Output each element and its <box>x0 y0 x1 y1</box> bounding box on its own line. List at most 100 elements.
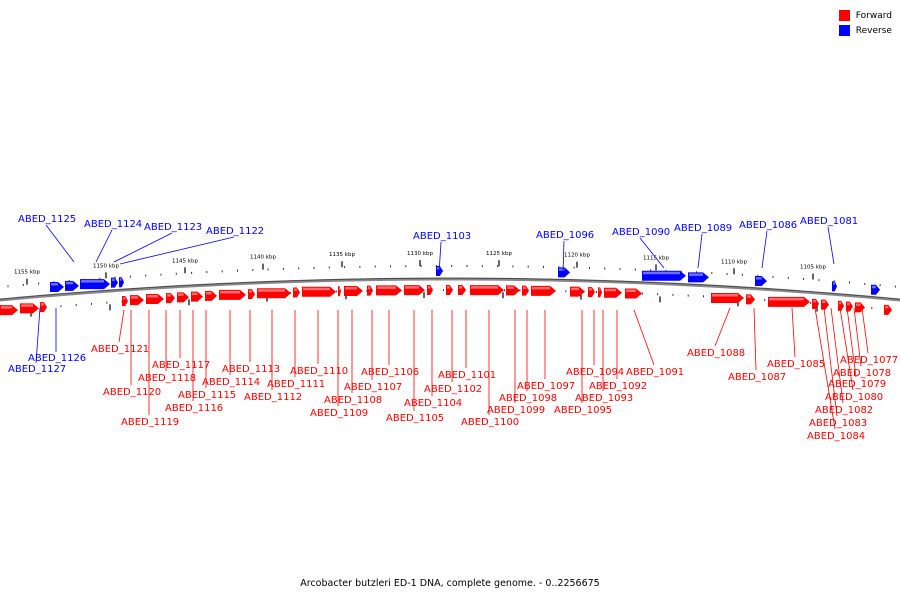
forward-gene-shine <box>626 289 636 292</box>
forward-gene-shine <box>532 286 550 290</box>
forward-gene-label: ABED_1115 <box>178 390 236 401</box>
legend-reverse: Reverse <box>838 23 892 38</box>
forward-gene-leader <box>846 307 857 378</box>
forward-gene-shine <box>345 286 357 290</box>
forward-gene-label: ABED_1083 <box>809 418 867 429</box>
reverse-gene-label: ABED_1125 <box>18 214 76 225</box>
forward-gene-shine <box>428 286 431 289</box>
forward-gene-label: ABED_1108 <box>324 395 382 406</box>
forward-gene-shine <box>41 303 44 306</box>
reverse-gene-leader <box>35 307 41 364</box>
forward-gene-label: ABED_1106 <box>361 367 419 378</box>
forward-gene-label: ABED_1084 <box>807 431 865 442</box>
forward-gene-label: ABED_1097 <box>517 381 575 392</box>
forward-gene-shine <box>167 294 171 297</box>
forward-gene-label: ABED_1092 <box>589 381 647 392</box>
forward-gene-shine <box>192 292 198 296</box>
scale-tick-label: 1140 kbp <box>250 255 276 261</box>
scale-tick-label: 1145 kbp <box>172 258 198 264</box>
forward-gene-shine <box>839 301 842 305</box>
forward-gene-label: ABED_1102 <box>424 384 482 395</box>
reverse-gene-leader <box>761 230 768 269</box>
forward-gene-shine <box>258 289 285 292</box>
forward-gene-shine <box>459 286 463 289</box>
forward-gene-shine <box>712 293 738 297</box>
forward-gene-label: ABED_1114 <box>202 377 260 388</box>
forward-gene-label: ABED_1120 <box>103 387 161 398</box>
forward-gene-shine <box>571 287 579 291</box>
forward-gene-label: ABED_1099 <box>487 405 545 416</box>
reverse-gene-label: ABED_1096 <box>536 230 594 241</box>
legend-reverse-swatch <box>838 25 850 36</box>
forward-gene-label: ABED_1094 <box>566 367 624 378</box>
reverse-gene-shine <box>112 278 115 282</box>
forward-gene-label: ABED_1113 <box>222 364 280 375</box>
reverse-gene-leader <box>562 240 565 275</box>
reverse-gene-leader <box>119 236 235 265</box>
forward-gene-shine <box>368 286 371 290</box>
forward-gene-leader <box>714 307 731 347</box>
legend-forward-swatch <box>838 10 850 21</box>
forward-gene-shine <box>123 296 126 300</box>
forward-gene-shine <box>747 295 751 298</box>
reverse-gene-shine <box>756 277 762 280</box>
reverse-gene-leader <box>697 233 703 269</box>
legend-reverse-label: Reverse <box>855 25 892 36</box>
scale-tick-label: 1120 kbp <box>564 253 590 259</box>
forward-gene-shine <box>294 288 297 291</box>
genome-backbone-edge <box>0 277 900 300</box>
scale-tick-label: 1105 kbp <box>800 265 826 271</box>
reverse-gene-label: ABED_1126 <box>28 353 86 364</box>
reverse-gene-label: ABED_1122 <box>206 226 264 237</box>
forward-gene-label: ABED_1077 <box>840 355 898 366</box>
forward-gene-label: ABED_1085 <box>767 359 825 370</box>
forward-gene-shine <box>523 286 526 290</box>
forward-gene-label: ABED_1104 <box>404 398 462 409</box>
legend-forward: Forward <box>838 8 892 23</box>
forward-gene-label: ABED_1082 <box>815 405 873 416</box>
reverse-gene-label: ABED_1124 <box>84 219 142 230</box>
forward-gene-label: ABED_1088 <box>687 348 745 359</box>
forward-gene-leader <box>830 307 844 404</box>
forward-gene-label: ABED_1110 <box>290 366 348 377</box>
forward-gene-label: ABED_1118 <box>138 373 196 384</box>
forward-gene-label: ABED_1105 <box>386 413 444 424</box>
forward-gene-shine <box>599 288 601 291</box>
forward-gene-label: ABED_1087 <box>728 372 786 383</box>
forward-gene-shine <box>605 288 616 292</box>
reverse-gene-leader <box>639 237 665 269</box>
reverse-gene-shine <box>643 271 680 275</box>
forward-gene-leader <box>853 307 862 367</box>
reverse-gene-shine <box>81 280 104 283</box>
reverse-gene-leader <box>45 224 75 263</box>
forward-gene-leader <box>839 307 854 391</box>
forward-gene-label: ABED_1080 <box>825 392 883 403</box>
reverse-gene-shine <box>51 283 58 286</box>
forward-gene-shine <box>507 286 514 289</box>
forward-gene-shine <box>339 287 340 290</box>
scale-tick-label: 1135 kbp <box>329 252 355 258</box>
scale-tick-label: 1130 kbp <box>407 251 433 257</box>
forward-gene-label: ABED_1091 <box>626 367 684 378</box>
forward-gene-shine <box>847 302 850 306</box>
forward-gene-label: ABED_1116 <box>165 403 223 414</box>
reverse-gene-shine <box>872 285 876 289</box>
forward-gene-label: ABED_1112 <box>244 392 302 403</box>
reverse-gene-shine <box>833 282 835 285</box>
forward-gene-leader <box>791 307 796 358</box>
forward-gene-label: ABED_1098 <box>499 393 557 404</box>
forward-gene-label: ABED_1100 <box>461 417 519 428</box>
reverse-gene-label: ABED_1089 <box>674 223 732 234</box>
scale-tick-label: 1155 kbp <box>14 270 40 276</box>
forward-gene-shine <box>1 306 12 309</box>
reverse-gene-leader <box>827 226 835 265</box>
reverse-gene-leader <box>113 232 173 263</box>
reverse-gene-shine <box>689 273 703 276</box>
genome-backbone <box>0 277 900 302</box>
forward-gene-shine <box>885 305 889 309</box>
reverse-gene-leader <box>95 229 113 263</box>
forward-gene-label: ABED_1111 <box>267 379 325 390</box>
reverse-gene-label: ABED_1086 <box>739 220 797 231</box>
forward-gene-shine <box>147 295 158 298</box>
